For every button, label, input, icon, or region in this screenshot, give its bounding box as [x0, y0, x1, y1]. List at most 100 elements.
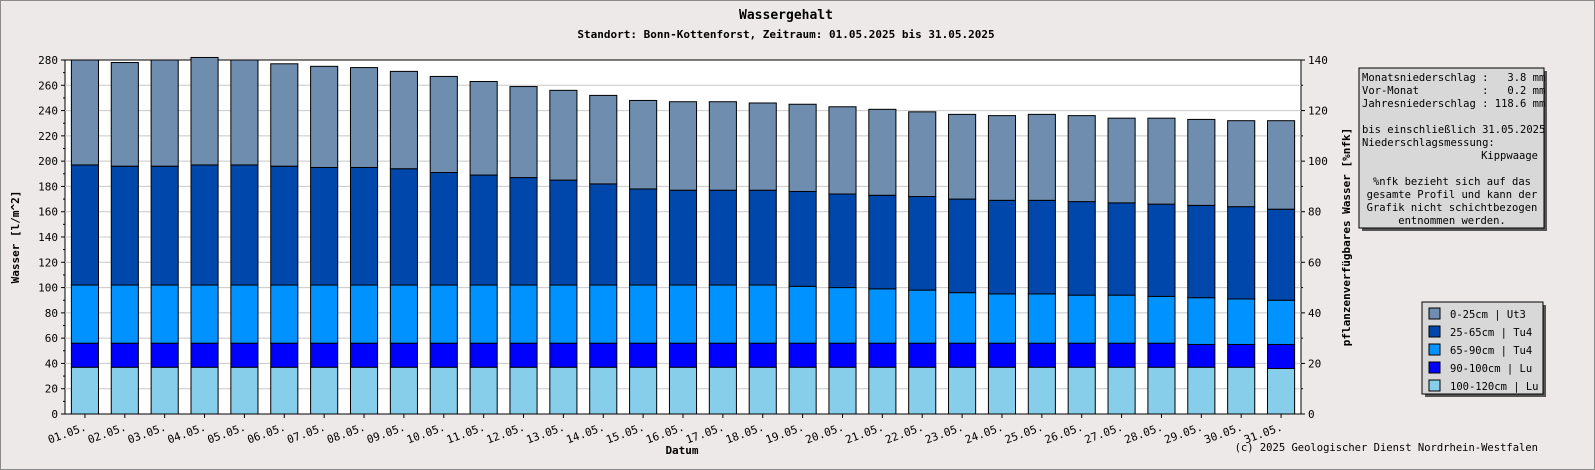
bar-segment: [230, 284, 259, 344]
legend-label: 25-65cm | Tu4: [1450, 327, 1532, 339]
bar-segment: [469, 174, 498, 286]
bar-segment: [1227, 206, 1256, 300]
bar-segment: [708, 342, 737, 368]
y-tick-label: 260: [38, 79, 58, 92]
bar-segment: [629, 342, 658, 368]
x-tick-label: 16.05.: [644, 421, 686, 447]
bar-segment: [908, 196, 937, 291]
bar-segment: [70, 366, 99, 415]
bar-segment: [1267, 120, 1296, 210]
bar-segment: [908, 289, 937, 344]
legend-swatch: [1428, 307, 1441, 320]
bar-segment: [1267, 208, 1296, 301]
y-tick-label: 0: [51, 408, 58, 421]
bar-segment: [668, 101, 698, 191]
y2-tick-label: 100: [1308, 155, 1328, 168]
bar-segment: [349, 366, 379, 415]
info-line: Niederschlagsmessung:: [1362, 137, 1495, 149]
y2-tick-label: 40: [1308, 307, 1321, 320]
info-note-line: gesamte Profil und kann der: [1367, 189, 1538, 201]
bar-segment: [150, 342, 179, 368]
bar-segment: [1227, 366, 1256, 415]
bar-segment: [389, 168, 418, 286]
bar-segment: [469, 284, 498, 344]
bar-segment: [1147, 117, 1176, 205]
info-line: Monatsniederschlag : 3.8 mm: [1362, 72, 1545, 84]
bar-segment: [748, 366, 777, 415]
bar-segment: [509, 342, 538, 368]
legend-items: 0-25cm | Ut3 25-65cm | Tu4 65-90cm | Tu4 90…: [1428, 307, 1539, 393]
x-tick-label: 21.05.: [844, 421, 886, 447]
bar-segment: [509, 284, 538, 344]
x-tick-label: 13.05.: [525, 421, 567, 447]
bar-segment: [190, 164, 219, 286]
y2-tick-label: 0: [1308, 408, 1315, 421]
y-tick-label: 180: [38, 180, 58, 193]
bar-segment: [589, 94, 618, 185]
bar-segment: [389, 70, 418, 170]
legend-label: 65-90cm | Tu4: [1450, 345, 1532, 357]
bar-segment: [1107, 342, 1136, 368]
legend-label: 90-100cm | Lu: [1450, 363, 1532, 375]
info-box-background: [1358, 67, 1545, 229]
bar-segment: [110, 342, 139, 368]
bar-segment: [270, 284, 299, 344]
bar-segment: [349, 342, 379, 368]
x-tick-label: 20.05.: [804, 421, 846, 447]
bar-stacks: [70, 56, 1296, 415]
bar-segment: [110, 284, 139, 344]
y2-tick-label: 20: [1308, 357, 1321, 370]
bar-segment: [708, 366, 737, 415]
x-tick-label: 26.05.: [1043, 421, 1085, 447]
bar-segment: [150, 165, 179, 286]
info-line: bis einschließlich 31.05.2025: [1362, 124, 1545, 136]
y2-tick-label: 140: [1308, 54, 1328, 67]
bar-segment: [1107, 366, 1136, 415]
legend-background: [1421, 301, 1544, 395]
bar-segment: [230, 59, 259, 166]
bar-segment: [948, 366, 977, 415]
bar-segment: [868, 194, 897, 290]
x-tick-label: 27.05.: [1083, 421, 1125, 447]
bar-segment: [429, 75, 458, 174]
x-tick-label: 12.05.: [485, 421, 527, 447]
bar-segment: [708, 189, 737, 286]
bar-segment: [948, 113, 977, 200]
bar-segment: [230, 164, 259, 286]
bar-segment: [110, 366, 139, 415]
bar-segment: [429, 284, 458, 344]
bar-segment: [708, 284, 737, 344]
bar-segment: [150, 59, 179, 167]
bar-segment: [629, 188, 658, 286]
bar-segment: [589, 284, 618, 344]
info-note-line: %nfk bezieht sich auf das: [1373, 176, 1531, 188]
x-tick-label: 19.05.: [764, 421, 806, 447]
bar-segment: [310, 366, 339, 415]
bar-segment: [389, 366, 418, 415]
bar-segment: [389, 342, 418, 368]
bar-segment: [788, 103, 817, 192]
bar-segment: [788, 285, 817, 344]
bar-segment: [429, 172, 458, 286]
x-tick-label: 22.05.: [883, 421, 925, 447]
bar-segment: [828, 287, 857, 344]
bar-segment: [270, 63, 299, 167]
bar-segment: [230, 342, 259, 368]
bar-segment: [828, 366, 857, 415]
bar-segment: [1027, 366, 1056, 415]
bar-segment: [1107, 202, 1136, 296]
x-tick-label: 07.05.: [285, 421, 327, 447]
y-axis-right: 0 20 40 60 80 100 120 140: [1301, 54, 1328, 421]
y2-tick-label: 60: [1308, 256, 1321, 269]
bar-segment: [509, 366, 538, 415]
bar-segment: [310, 166, 339, 286]
bar-segment: [629, 99, 658, 190]
bar-segment: [1267, 343, 1296, 369]
bar-segment: [987, 366, 1017, 415]
bar-segment: [868, 342, 897, 368]
info-station: Kippwaage: [1481, 150, 1538, 162]
y-axis-left: 0 20 40 60 80 100 120 140 160 180 200 220 240 260 280: [38, 54, 65, 421]
info-note-line: entnommen werden.: [1398, 215, 1505, 227]
bar-segment: [270, 165, 299, 286]
